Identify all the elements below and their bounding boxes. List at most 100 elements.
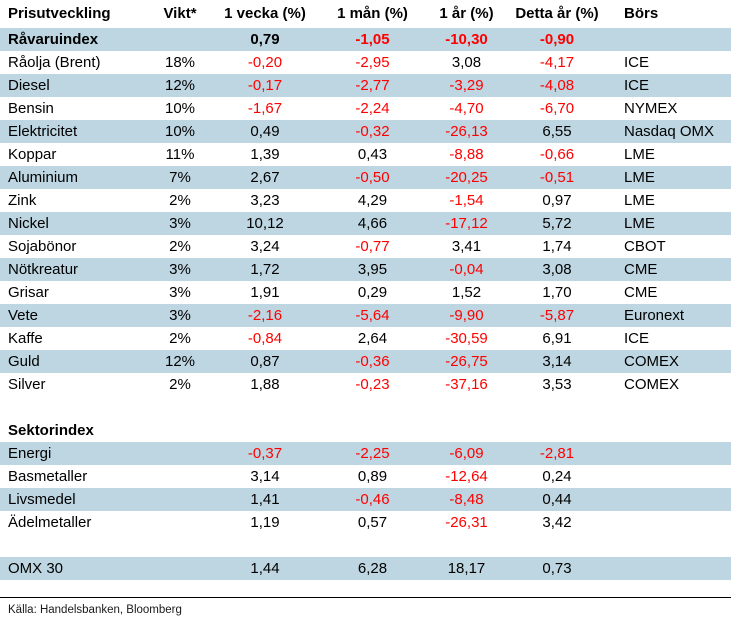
table-row: Sojabönor 2% 3,24 -0,77 3,41 1,74 CBOT xyxy=(0,235,731,258)
month-change-cell: 4,29 xyxy=(357,192,388,209)
week-change-cell: 1,88 xyxy=(250,376,280,393)
row-label xyxy=(0,534,150,557)
month-change-cell: -2,24 xyxy=(355,100,390,117)
weight-cell: 10% xyxy=(150,120,210,143)
week-change-cell: 1,39 xyxy=(250,146,280,163)
year-change-cell: -3,29 xyxy=(425,74,508,97)
weight-cell: 3% xyxy=(150,212,210,235)
month-change-cell: 4,66 xyxy=(320,212,425,235)
month-change-cell: -0,36 xyxy=(320,350,425,373)
table-row: Elektricitet 10% 0,49 -0,32 -26,13 6,55 Nasdaq… xyxy=(0,120,731,143)
ytd-change-cell: -5,87 xyxy=(508,304,606,327)
ytd-change-cell: 1,70 xyxy=(542,284,572,301)
month-change-cell: -2,25 xyxy=(320,442,425,465)
month-change-cell xyxy=(320,534,425,557)
ytd-change-cell xyxy=(508,396,606,419)
ytd-change-cell: -6,70 xyxy=(539,100,575,117)
ytd-change-cell: 0,44 xyxy=(508,488,606,511)
week-change-cell: -0,20 xyxy=(247,54,283,71)
row-label: Ädelmetaller xyxy=(8,514,92,531)
month-change-cell: 0,57 xyxy=(357,514,388,531)
exchange-cell xyxy=(606,557,731,580)
column-header-year: 1 år (%) xyxy=(439,5,494,22)
weight-cell xyxy=(150,465,210,488)
ytd-change-cell: 0,73 xyxy=(508,557,606,580)
spacer-row xyxy=(0,534,731,557)
table-row: Koppar 11% 1,39 0,43 -8,88 -0,66 LME xyxy=(0,143,731,166)
row-label: Grisar xyxy=(8,284,49,301)
month-change-cell: 0,29 xyxy=(357,284,388,301)
week-change-cell: 1,41 xyxy=(210,488,320,511)
table-row: Silver 2% 1,88 -0,23 -37,16 3,53 COMEX xyxy=(0,373,731,396)
year-change-cell: 18,17 xyxy=(425,557,508,580)
row-label: Koppar xyxy=(8,146,57,163)
ytd-change-cell: 6,91 xyxy=(542,330,572,347)
week-change-cell: 1,91 xyxy=(250,284,280,301)
year-change-cell: 3,41 xyxy=(451,238,482,255)
exchange-cell: LME xyxy=(606,212,731,235)
table-row: Kaffe 2% -0,84 2,64 -30,59 6,91 ICE xyxy=(0,327,731,350)
month-change-cell: 6,28 xyxy=(320,557,425,580)
year-change-cell xyxy=(425,396,508,419)
weight-cell: 2% xyxy=(169,330,191,347)
exchange-cell: CBOT xyxy=(624,238,666,255)
table-row: Råolja (Brent) 18% -0,20 -2,95 3,08 -4,17 ICE xyxy=(0,51,731,74)
week-change-cell xyxy=(210,396,320,419)
year-change-cell: -26,75 xyxy=(425,350,508,373)
table-row: Ädelmetaller 1,19 0,57 -26,31 3,42 xyxy=(0,511,731,534)
month-change-cell: 0,89 xyxy=(357,468,388,485)
weight-cell xyxy=(150,511,210,534)
week-change-cell: -0,37 xyxy=(210,442,320,465)
table-row: Guld 12% 0,87 -0,36 -26,75 3,14 COMEX xyxy=(0,350,731,373)
row-label: Guld xyxy=(0,350,150,373)
ytd-change-cell: 6,55 xyxy=(508,120,606,143)
weight-cell xyxy=(150,488,210,511)
week-change-cell: 3,14 xyxy=(250,468,280,485)
row-label: OMX 30 xyxy=(0,557,150,580)
month-change-cell: -2,95 xyxy=(355,54,390,71)
table-header: Prisutveckling Vikt* 1 vecka (%) 1 mån (%) 1… xyxy=(0,0,731,28)
exchange-cell: CME xyxy=(606,258,731,281)
exchange-cell xyxy=(606,419,731,442)
weight-cell: 12% xyxy=(150,74,210,97)
week-change-cell: 1,72 xyxy=(210,258,320,281)
ytd-change-cell: 0,24 xyxy=(542,468,572,485)
row-label: Sojabönor xyxy=(8,238,77,255)
week-change-cell: 10,12 xyxy=(210,212,320,235)
row-label: Kaffe xyxy=(8,330,43,347)
row-label: Elektricitet xyxy=(0,120,150,143)
weight-cell: 10% xyxy=(164,100,196,117)
weight-cell xyxy=(150,396,210,419)
weight-cell: 3% xyxy=(169,284,191,301)
table-row: Nötkreatur 3% 1,72 3,95 -0,04 3,08 CME xyxy=(0,258,731,281)
weight-cell: 18% xyxy=(164,54,196,71)
exchange-cell: Euronext xyxy=(606,304,731,327)
column-header-name: Prisutveckling xyxy=(8,5,111,22)
weight-cell: 3% xyxy=(150,304,210,327)
row-label: Basmetaller xyxy=(8,468,88,485)
month-change-cell: -0,77 xyxy=(355,238,390,255)
week-change-cell: 0,79 xyxy=(210,28,320,51)
exchange-cell: Nasdaq OMX xyxy=(606,120,731,143)
spacer-row xyxy=(0,396,731,419)
price-development-table: Prisutveckling Vikt* 1 vecka (%) 1 mån (%) 1… xyxy=(0,0,731,580)
row-label: Vete xyxy=(0,304,150,327)
table-row: Aluminium 7% 2,67 -0,50 -20,25 -0,51 LME xyxy=(0,166,731,189)
month-change-cell: -0,32 xyxy=(320,120,425,143)
year-change-cell xyxy=(425,419,508,442)
week-change-cell xyxy=(210,534,320,557)
year-change-cell: -8,88 xyxy=(449,146,484,163)
year-change-cell: -9,90 xyxy=(425,304,508,327)
week-change-cell: 2,67 xyxy=(210,166,320,189)
exchange-cell: NYMEX xyxy=(624,100,678,117)
month-change-cell: -5,64 xyxy=(320,304,425,327)
year-change-cell: -37,16 xyxy=(445,376,488,393)
column-header-weight: Vikt* xyxy=(163,5,197,22)
month-change-cell: 3,95 xyxy=(320,258,425,281)
weight-cell xyxy=(150,419,210,442)
ytd-change-cell: 5,72 xyxy=(508,212,606,235)
year-change-cell xyxy=(425,534,508,557)
header-row: Prisutveckling Vikt* 1 vecka (%) 1 mån (%) 1… xyxy=(0,0,731,28)
source-note: Källa: Handelsbanken, Bloomberg xyxy=(8,604,182,616)
week-change-cell: 0,87 xyxy=(210,350,320,373)
